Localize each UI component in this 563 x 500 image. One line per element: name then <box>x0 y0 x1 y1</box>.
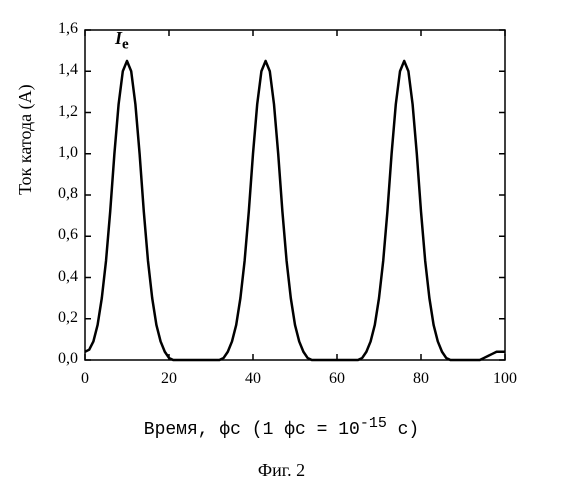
y-tick-label: 0,0 <box>58 350 78 368</box>
y-tick-label: 0,2 <box>58 309 78 327</box>
y-tick-label: 1,6 <box>58 20 78 38</box>
y-axis-label: Ток катода (А) <box>15 84 36 195</box>
x-axis-label-prefix: Время, фс (1 фс = 10 <box>144 420 360 440</box>
series-label: Ie <box>115 28 129 54</box>
x-axis-label: Время, фс (1 фс = 10-15 с) <box>0 415 563 440</box>
y-tick-label: 1,0 <box>58 144 78 162</box>
y-tick-label: 0,6 <box>58 226 78 244</box>
x-tick-label: 100 <box>493 370 517 388</box>
figure-caption: Фиг. 2 <box>0 460 563 481</box>
y-tick-label: 1,2 <box>58 103 78 121</box>
x-tick-label: 60 <box>329 370 345 388</box>
x-axis-label-suffix: с) <box>387 420 419 440</box>
y-tick-label: 0,4 <box>58 268 78 286</box>
y-tick-label: 0,8 <box>58 185 78 203</box>
chart-container: Ток катода (А) Время, фс (1 фс = 10-15 с… <box>0 0 563 500</box>
x-tick-label: 80 <box>413 370 429 388</box>
y-tick-label: 1,4 <box>58 61 78 79</box>
x-axis-label-exp: -15 <box>360 415 387 432</box>
x-tick-label: 0 <box>81 370 89 388</box>
x-tick-label: 40 <box>245 370 261 388</box>
x-tick-label: 20 <box>161 370 177 388</box>
